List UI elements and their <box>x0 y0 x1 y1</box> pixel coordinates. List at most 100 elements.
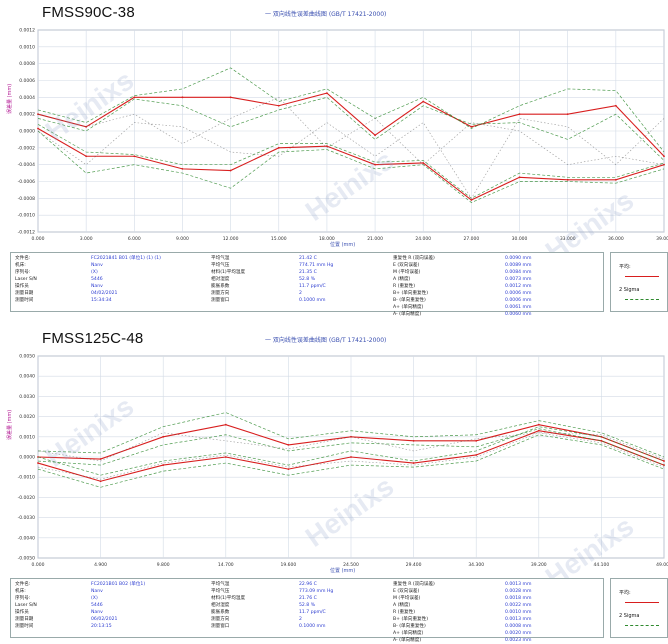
x-tick-label: 0.000 <box>32 236 45 242</box>
data-point <box>566 178 569 181</box>
info-col1-labels: 文件名: 机床: 序列号: Laser S/N 操作员 测量日期 测量时间 <box>15 255 37 304</box>
info-line: 52.8 % <box>299 277 316 282</box>
y-tick-label: 0.0004 <box>19 95 35 101</box>
info-line: B+ (单向重复性) <box>393 617 429 622</box>
x-tick-label: 24.000 <box>415 236 431 242</box>
chart-title: 一 双向线性误差曲线图 (GB/T 17421-2000) <box>265 11 387 18</box>
info-line: B- (单向重复性) <box>393 624 426 629</box>
info-line: A+ (单向精度) <box>393 305 424 310</box>
data-point <box>475 454 478 456</box>
info-line: 22.96 C <box>299 582 317 587</box>
y-tick-label: -0.0040 <box>18 535 36 541</box>
info-line: 序列号: <box>15 270 31 275</box>
series-bound-line <box>37 432 665 462</box>
legend-mean-swatch <box>625 276 659 277</box>
data-point <box>663 460 665 462</box>
data-point <box>422 100 425 103</box>
info-col1-values: FC2021B01 B02 (单位1) Nanv (X) 5446 Nanv 06/02/… <box>91 581 145 630</box>
x-axis-label: 位置 (mm) <box>330 568 356 574</box>
y-tick-label: 0.0002 <box>19 112 35 118</box>
info-line: 5446 <box>91 603 103 608</box>
info-line: 相对湿度 <box>211 277 230 282</box>
info-line: 0.0073 mm <box>505 277 532 282</box>
info-line: 0.0023 mm <box>505 638 532 643</box>
info-line: 操作员 <box>15 610 29 615</box>
y-tick-label: -0.0008 <box>18 196 36 202</box>
data-point <box>224 423 227 426</box>
info-line: 0.1000 mm <box>299 298 326 303</box>
info-col2-labels: 平均气温 平均气压 材料(1)平均温度 相对湿度 膨胀系数 测量方向 测量窗口 <box>211 581 245 630</box>
info-line: 重复性 R (双向误差) <box>393 582 435 587</box>
x-tick-label: 9.800 <box>157 562 170 568</box>
data-point <box>614 104 617 107</box>
x-tick-label: 3.000 <box>80 236 93 242</box>
data-point <box>133 155 136 158</box>
info-line: 文件名: <box>15 256 31 261</box>
info-line: 平均气温 <box>211 256 230 261</box>
info-line: 0.0084 mm <box>505 270 532 275</box>
y-tick-label: -0.0004 <box>18 162 36 168</box>
data-point <box>287 468 290 471</box>
info-line: 21.35 C <box>299 270 317 275</box>
info-line: M (平均误差) <box>393 270 421 275</box>
y-tick-label: -0.0010 <box>18 475 36 481</box>
data-point <box>277 104 280 107</box>
info-col1-values: FC2021841 B01 (单位1) (1) (1) Nanv (X) 5446 Na… <box>91 255 161 304</box>
info-line: 平均气温 <box>211 582 230 587</box>
data-point <box>663 163 665 166</box>
info-line: 2 <box>299 617 302 622</box>
data-point <box>566 113 569 116</box>
panel-label: FMSS90C-38 <box>42 4 135 21</box>
info-col2-values: 21.42 C 774.71 mm Hg 21.35 C 52.8 % 11.7 ppm… <box>299 255 333 304</box>
data-point <box>475 439 478 442</box>
y-tick-label: 0.0008 <box>19 61 35 67</box>
series-sigma-line <box>37 434 665 488</box>
legend-sigma-swatch <box>625 625 659 626</box>
info-line: 0.0061 mm <box>505 305 532 310</box>
info-line: E (双向误差) <box>393 263 420 268</box>
info-col2-values: 22.96 C 773.09 mm Hg 21.76 C 52.8 % 11.7 ppm… <box>299 581 333 630</box>
info-line: 测量时间 <box>15 298 34 303</box>
x-tick-label: 14.700 <box>218 562 234 568</box>
info-line: 0.0022 mm <box>505 603 532 608</box>
measurement-info-box: 文件名: 机床: 序列号: Laser S/N 操作员 测量日期 测量时间 FC202184… <box>10 252 604 317</box>
info-line: 材料(1)平均温度 <box>211 596 246 601</box>
data-point <box>537 423 540 426</box>
data-point <box>37 127 39 130</box>
info-line: 21.76 C <box>299 596 317 601</box>
info-line: 0.0028 mm <box>505 589 532 594</box>
info-col2-labels: 平均气温 平均气压 材料(1)平均温度 相对湿度 膨胀系数 测量方向 测量窗口 <box>211 255 245 304</box>
y-tick-label: 0.0020 <box>19 414 35 420</box>
data-point <box>412 439 415 442</box>
info-line: M (平均误差) <box>393 596 421 601</box>
info-line: 序列号: <box>15 596 31 601</box>
series-sigma-line <box>37 412 665 458</box>
info-line: 0.1000 mm <box>299 624 326 629</box>
y-tick-label: -0.0030 <box>18 515 36 521</box>
info-line: A- (单向精度) <box>393 312 422 317</box>
chart-panel-fmss90c: 0.0012 0.0010 0.0008 0.0006 0.0004 0.0002 0.00… <box>0 0 668 318</box>
chart-panel-fmss125c: 0.0050 0.0040 0.0030 0.0020 0.0010 0.0000 -0.0… <box>0 326 668 644</box>
info-line: 52.8 % <box>299 603 316 608</box>
legend-sigma-swatch <box>625 299 659 300</box>
x-tick-label: 4.900 <box>94 562 107 568</box>
y-axis-label: 误差量 (mm) <box>7 409 13 440</box>
data-point <box>326 145 328 148</box>
series-mean-line <box>37 127 665 201</box>
info-line: 膨胀系数 <box>211 284 230 289</box>
y-tick-label: 0.0030 <box>19 394 35 400</box>
info-col3-values: 0.0013 mm 0.0028 mm 0.0018 mm 0.0022 mm 0.00… <box>505 581 531 644</box>
info-line: R (重复性) <box>393 610 416 615</box>
info-line: 0.0090 mm <box>505 256 532 261</box>
info-col3-labels: 重复性 R (双向误差) E (双向误差) M (平均误差) A (精度) R (重复性… <box>393 581 435 644</box>
info-line: 04/02/2021 <box>91 291 118 296</box>
data-point <box>37 462 39 464</box>
series-bound-line <box>37 118 665 199</box>
x-tick-label: 24.500 <box>343 562 359 568</box>
info-col3-values: 0.0090 mm 0.0089 mm 0.0084 mm 0.0073 mm 0.00… <box>505 255 531 318</box>
info-line: 774.71 mm Hg <box>299 263 334 268</box>
y-tick-label: 0.0000 <box>19 129 35 135</box>
info-line: 0.0060 mm <box>505 312 532 317</box>
y-tick-label: 0.0050 <box>19 354 35 360</box>
x-tick-label: 18.000 <box>319 236 335 242</box>
